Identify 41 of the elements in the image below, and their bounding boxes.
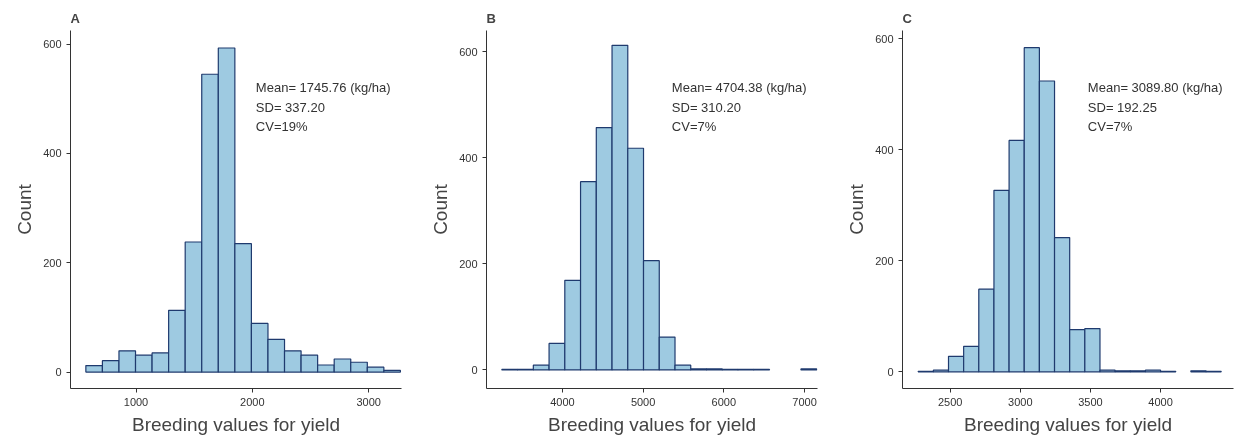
y-tick-label: 400 [875, 143, 894, 156]
chart-title: A [70, 10, 81, 26]
y-tick-label: 400 [43, 147, 62, 160]
annotation: Mean= 1745.76 (kg/ha) [255, 79, 391, 95]
x-tick-label: 3000 [356, 395, 381, 408]
y-axis-title: Count [14, 183, 36, 235]
x-tick-label: 1000 [123, 395, 149, 408]
y-axis-title: Count [846, 183, 868, 235]
y-axis-title: Count [430, 183, 452, 235]
x-tick-label: 6000 [711, 395, 737, 408]
x-tick-label: 3000 [1008, 395, 1033, 408]
x-axis-title: Breeding values for yield [963, 413, 1173, 435]
y-tick-label: 600 [875, 32, 894, 45]
annotation: SD= 337.20 [255, 99, 325, 115]
x-axis-title: Breeding values for yield [547, 413, 757, 435]
x-tick-label: 2500 [937, 395, 963, 408]
x-axis-title: Breeding values for yield [131, 413, 341, 435]
x-tick-label: 4000 [1148, 395, 1173, 408]
y-tick-label: 200 [43, 256, 62, 269]
annotation: SD= 310.20 [671, 99, 741, 115]
y-tick-label: 200 [459, 257, 478, 270]
annotation: CV=19% [255, 119, 308, 135]
y-tick-label: 200 [875, 254, 894, 267]
y-tick-label: 600 [459, 45, 478, 58]
annotation: Mean= 3089.80 (kg/ha) [1087, 79, 1223, 95]
y-tick-label: 600 [43, 38, 62, 51]
annotation: SD= 192.25 [1087, 99, 1157, 115]
y-tick-label: 400 [459, 151, 478, 164]
annotation: CV=7% [1087, 119, 1133, 135]
y-tick-label: 0 [55, 366, 62, 379]
y-tick-label: 0 [887, 365, 894, 378]
x-tick-label: 3500 [1078, 395, 1103, 408]
chart-title: B [486, 10, 496, 26]
annotation: Mean= 4704.38 (kg/ha) [671, 79, 807, 95]
x-tick-label: 2000 [240, 395, 265, 408]
chart-title: C [902, 10, 913, 26]
x-tick-label: 5000 [630, 395, 656, 408]
x-tick-label: 7000 [792, 395, 817, 408]
y-tick-label: 0 [471, 363, 478, 376]
x-tick-label: 4000 [550, 395, 575, 408]
annotation: CV=7% [671, 119, 717, 135]
